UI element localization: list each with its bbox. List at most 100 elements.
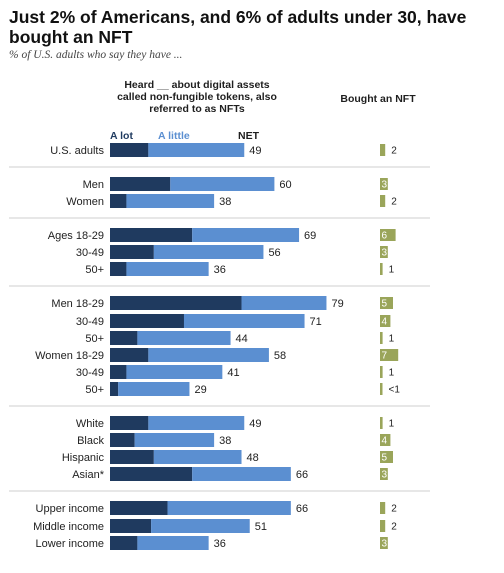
bar-a-lot [110,143,149,157]
bar-a-lot [110,433,135,447]
bar-a-little [153,450,242,464]
bar-bought-nft [380,537,388,549]
net-value-label: 58 [274,350,286,362]
bar-bought-nft [380,349,399,361]
row-label: Black [77,435,104,447]
bar-a-little [170,177,275,191]
bought-value-label: 7 [382,351,388,362]
bar-a-little [151,519,250,533]
row-label: 50+ [85,264,104,276]
bar-bought-nft [380,383,383,395]
bar-a-little [137,331,231,345]
chart-subtitle: % of U.S. adults who say they have ... [9,49,183,61]
bought-value-label: 4 [382,317,388,328]
row-label: 50+ [85,384,104,396]
bar-a-little [148,416,245,430]
net-value-label: 44 [236,333,248,345]
bar-a-lot [110,245,154,259]
row-label: Men 18-29 [51,298,104,310]
bought-value-label: <1 [389,385,401,396]
heard-column-header: Heard __ about digital assets called non… [117,79,277,115]
row-label: Hispanic [62,452,105,464]
row-label: Upper income [36,503,104,515]
net-value-label: 66 [296,503,308,515]
bought-value-label: 2 [391,146,397,157]
bought-value-label: 2 [391,522,397,533]
bar-a-lot [110,348,149,362]
bar-a-little [192,228,300,242]
net-value-label: 49 [249,145,261,157]
net-value-label: 51 [255,521,267,533]
row-label: 30-49 [76,316,104,328]
bought-value-label: 1 [389,265,395,276]
bar-a-little [148,143,245,157]
legend-net: NET [238,130,259,142]
row-label: Asian* [72,469,105,481]
net-value-label: 41 [227,367,239,379]
bar-a-little [126,194,215,208]
bought-value-label: 2 [391,504,397,515]
bar-bought-nft [380,229,396,241]
bar-a-lot [110,467,193,481]
bar-a-little [134,433,215,447]
bar-a-lot [110,296,242,310]
bought-value-label: 1 [389,368,395,379]
bar-a-lot [110,536,138,550]
bar-a-lot [110,365,127,379]
row-label: Middle income [33,521,104,533]
bar-a-lot [110,331,138,345]
bar-a-little [183,314,305,328]
bar-a-lot [110,382,119,396]
chart-title: Just 2% of Americans, and 6% of adults u… [9,7,467,47]
bought-value-label: 3 [382,180,388,191]
bought-value-label: 6 [382,231,388,242]
bought-value-label: 2 [391,197,397,208]
bar-a-lot [110,194,127,208]
row-label: Men [83,179,104,191]
bar-bought-nft [380,297,393,309]
bought-value-label: 1 [389,334,395,345]
bought-value-label: 5 [382,453,388,464]
bought-value-label: 4 [382,436,388,447]
net-value-label: 36 [214,264,226,276]
bar-a-lot [110,262,127,276]
row-label: 30-49 [76,247,104,259]
bar-bought-nft [380,263,383,275]
bought-value-label: 3 [382,539,388,550]
legend-a-lot: A lot [110,130,133,142]
row-label: Women [66,196,104,208]
legend-a-little: A little [158,130,190,142]
bar-a-little [192,467,291,481]
bought-value-label: 5 [382,299,388,310]
bar-a-lot [110,416,149,430]
bar-a-little [137,536,209,550]
bar-a-lot [110,450,154,464]
bar-bought-nft [380,502,386,514]
bar-bought-nft [380,451,393,463]
net-value-label: 29 [194,384,206,396]
row-label: Ages 18-29 [48,230,104,242]
bar-a-little [153,245,264,259]
bar-a-little [118,382,190,396]
bar-a-lot [110,314,184,328]
net-value-label: 66 [296,469,308,481]
net-value-label: 38 [219,196,231,208]
bar-bought-nft [380,434,391,446]
bar-a-lot [110,501,168,515]
row-label: 30-49 [76,367,104,379]
bar-bought-nft [380,144,386,156]
bar-bought-nft [380,315,391,327]
bar-bought-nft [380,366,383,378]
row-label: Women 18-29 [35,350,104,362]
row-label: U.S. adults [50,145,104,157]
row-label: White [76,418,104,430]
net-value-label: 79 [331,298,343,310]
bar-a-little [126,365,223,379]
bar-bought-nft [380,178,388,190]
net-value-label: 69 [304,230,316,242]
net-value-label: 49 [249,418,261,430]
bar-bought-nft [380,332,383,344]
bar-a-little [167,501,291,515]
bar-a-lot [110,228,193,242]
